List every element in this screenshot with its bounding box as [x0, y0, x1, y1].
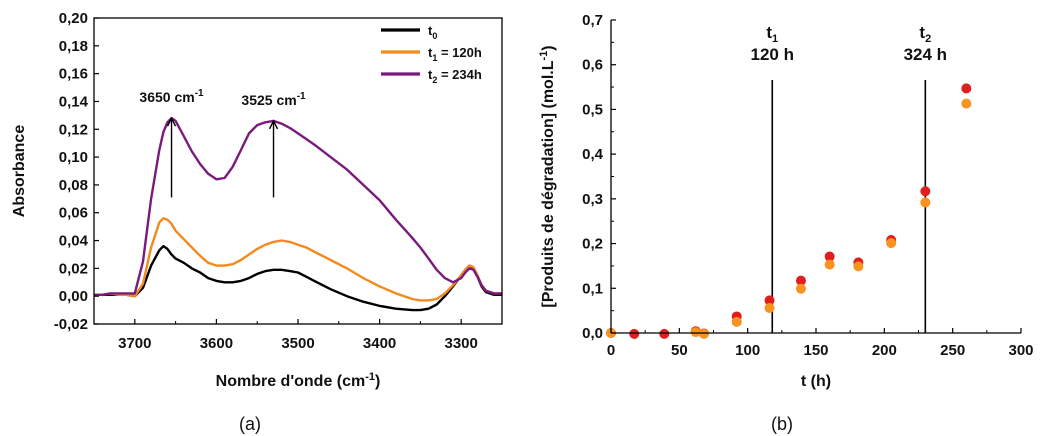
y-tick-label: 0,5 — [582, 101, 603, 118]
x-tick-label: 250 — [940, 342, 965, 359]
data-point-series-0 — [824, 251, 835, 262]
x-tick-label: 3600 — [200, 335, 233, 352]
annotation-label: 3525 cm-1 — [241, 91, 306, 108]
y-tick-label: 0,7 — [582, 12, 603, 29]
x-tick-label: 3500 — [281, 335, 314, 352]
x-axis-title-time: t (h) — [801, 373, 831, 390]
data-point-series-1 — [764, 302, 775, 313]
x-axis-title-wavenumber: Nombre d'onde (cm-1) — [216, 371, 381, 390]
time-marker-name: t1 — [766, 23, 778, 45]
data-point-series-0 — [629, 328, 640, 339]
annotation-arrow-head — [268, 119, 279, 130]
y-tick-label: 0,0 — [582, 325, 603, 342]
y-tick-label: 0,3 — [582, 191, 603, 208]
y-tick-label: 0,20 — [59, 10, 88, 27]
y-tick-label: 0,16 — [59, 66, 88, 83]
legend-label: t2 = 234h — [428, 67, 482, 85]
annotation-label: 3650 cm-1 — [139, 88, 204, 105]
legend-label: t0 — [428, 23, 437, 41]
y-axis-title-absorbance: Absorbance — [11, 125, 28, 218]
x-tick-label: 3300 — [445, 335, 478, 352]
x-tick-label: 200 — [872, 342, 897, 359]
y-axis-title-degradation: [Produits de dégradation] (mol.L-1) — [538, 45, 557, 307]
y-tick-label: 0,12 — [59, 121, 88, 138]
x-tick-label: 300 — [1008, 342, 1033, 359]
data-point-series-1 — [690, 327, 701, 338]
spectrum-chart: -0,02 0,00 0,02 0,04 0,06 0,08 0,10 0,12 0,14 0,1… — [11, 10, 503, 434]
y-tick-label: 0,6 — [582, 57, 603, 74]
y-tick-label: 0,04 — [59, 233, 89, 250]
data-point-series-0 — [961, 83, 972, 94]
time-marker-name: t2 — [919, 23, 931, 45]
y-tick-label: 0,02 — [59, 260, 88, 277]
panel-label-b: (b) — [771, 414, 793, 434]
time-marker-label: 120 h — [751, 45, 794, 64]
panel-label-a: (a) — [239, 414, 261, 434]
y-tick-label: 0,08 — [59, 177, 88, 194]
x-tick-label: 3700 — [118, 335, 151, 352]
data-point-series-0 — [659, 328, 670, 339]
data-point-series-1 — [731, 316, 742, 327]
x-tick-label: 100 — [735, 342, 760, 359]
data-point-series-0 — [920, 186, 931, 197]
data-point-series-0 — [795, 275, 806, 286]
data-point-series-1 — [698, 328, 709, 339]
y-tick-label: 0,4 — [582, 146, 604, 163]
spectrum-line-2 — [94, 116, 502, 296]
time-marker-label: 324 h — [904, 45, 947, 64]
y-tick-label: 0,00 — [59, 288, 88, 305]
y-tick-label: 0,18 — [59, 38, 88, 55]
y-tick-label: 0,10 — [59, 149, 88, 166]
x-tick-label: 50 — [671, 342, 688, 359]
y-tick-label: 0,2 — [582, 236, 603, 253]
y-tick-label: 0,06 — [59, 205, 88, 222]
annotation-arrow-head — [166, 116, 177, 127]
spectrum-line-0 — [94, 244, 502, 312]
data-point-series-1 — [853, 261, 864, 272]
y-tick-label: 0,14 — [59, 93, 89, 110]
data-point-series-1 — [961, 98, 972, 109]
data-point-series-0 — [764, 295, 775, 306]
x-tick-label: 0 — [607, 342, 615, 359]
x-tick-label: 150 — [803, 342, 828, 359]
data-point-series-1 — [824, 259, 835, 270]
data-point-series-1 — [920, 197, 931, 208]
spectrum-line-1 — [94, 217, 502, 302]
y-tick-label: -0,02 — [54, 316, 88, 333]
y-tick-label: 0,1 — [582, 280, 603, 297]
legend-label: t1 = 120h — [428, 45, 482, 63]
data-point-series-1 — [886, 238, 897, 249]
x-tick-label: 3400 — [363, 335, 396, 352]
data-point-series-1 — [795, 283, 806, 294]
